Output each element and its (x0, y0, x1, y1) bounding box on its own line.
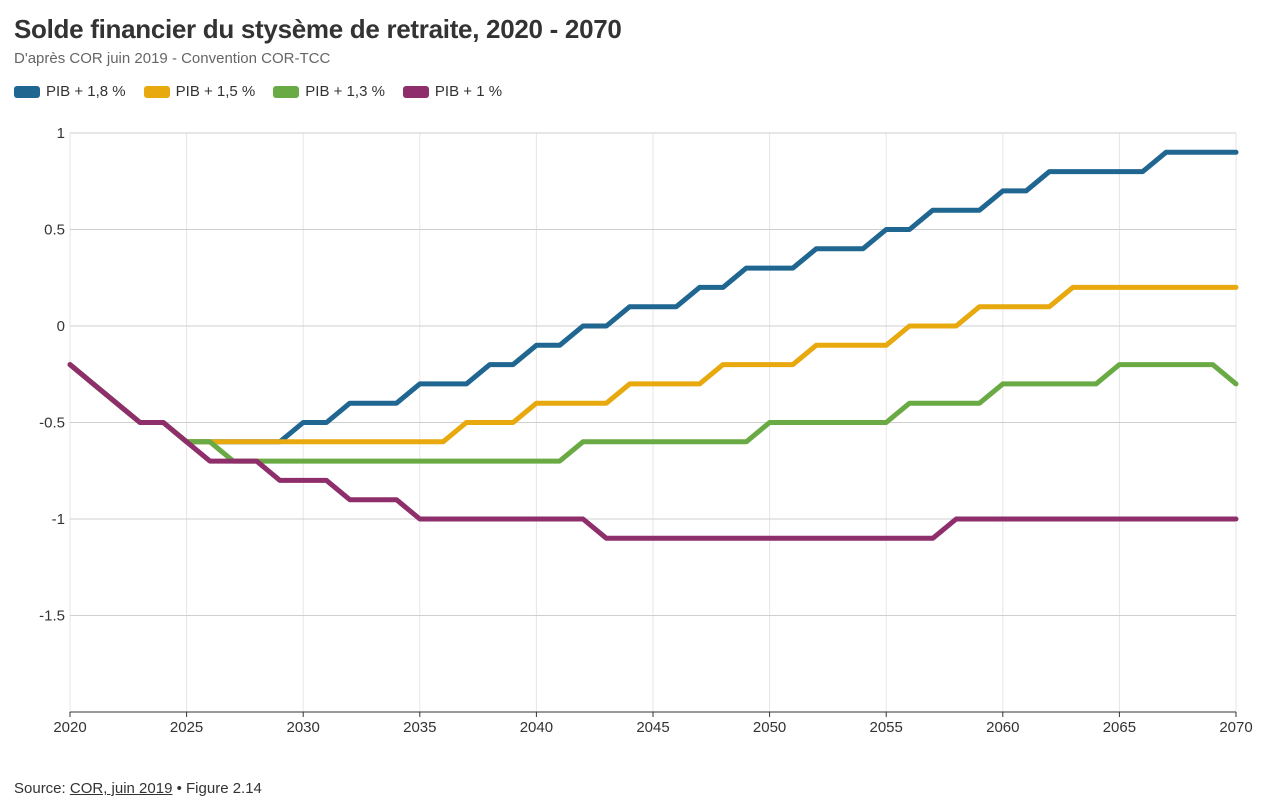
y-tick-label: -0.5 (39, 415, 65, 432)
legend-swatch (273, 85, 300, 98)
x-tick-label: 2065 (1103, 719, 1136, 736)
legend-label: PIB + 1,3 % (305, 83, 385, 100)
x-tick-label: 2050 (753, 719, 786, 736)
x-tick-label: 2060 (986, 719, 1019, 736)
legend-swatch (143, 85, 170, 98)
x-tick-label: 2040 (520, 719, 553, 736)
x-tick-label: 2055 (870, 719, 903, 736)
legend-swatch (402, 85, 429, 98)
x-tick-label: 2045 (636, 719, 669, 736)
source-link[interactable]: COR, juin 2019 (69, 780, 173, 797)
series-line-pib-1-3 (67, 362, 1239, 464)
chart-subtitle: D'après COR juin 2019 - Convention COR-T… (14, 50, 331, 67)
series-line-pib-1 (67, 362, 1239, 541)
legend-item: PIB + 1 % (402, 83, 503, 100)
legend-label: PIB + 1,8 % (46, 83, 126, 100)
series-line-pib-1-5 (67, 284, 1239, 445)
source-suffix: • Figure 2.14 (172, 780, 262, 797)
y-gridlines (70, 132, 1236, 616)
chart-title: Solde financier du stysème de retraite, … (14, 14, 622, 44)
legend-swatch (14, 85, 40, 98)
y-tick-label: 1 (57, 125, 65, 142)
x-tick-label: 2020 (53, 719, 86, 736)
y-tick-label: 0 (57, 318, 65, 335)
legend-label: PIB + 1 % (434, 83, 503, 100)
legend: PIB + 1,8 % PIB + 1,5 % PIB + 1,3 % PIB + 1… (14, 83, 502, 100)
source-note: Source: COR, juin 2019 • Figure 2.14 (14, 780, 262, 797)
y-tick-labels: 1 0.5 0 -0.5 -1 -1.5 (39, 125, 65, 625)
source-prefix: Source: (14, 780, 70, 797)
x-tick-labels: 2020 2025 2030 2035 2040 2045 2050 2055 2060 2065… (53, 712, 1253, 736)
x-tick-label: 2030 (287, 719, 320, 736)
y-tick-label: -1 (52, 511, 65, 528)
legend-item: PIB + 1,5 % (143, 83, 256, 100)
legend-label: PIB + 1,5 % (175, 83, 256, 100)
x-tick-label: 2070 (1219, 719, 1252, 736)
x-tick-label: 2035 (403, 719, 436, 736)
y-tick-label: 0.5 (44, 222, 65, 239)
x-tick-label: 2025 (170, 719, 203, 736)
legend-item: PIB + 1,3 % (273, 83, 385, 100)
y-tick-label: -1.5 (39, 608, 65, 625)
legend-item: PIB + 1,8 % (14, 83, 126, 100)
